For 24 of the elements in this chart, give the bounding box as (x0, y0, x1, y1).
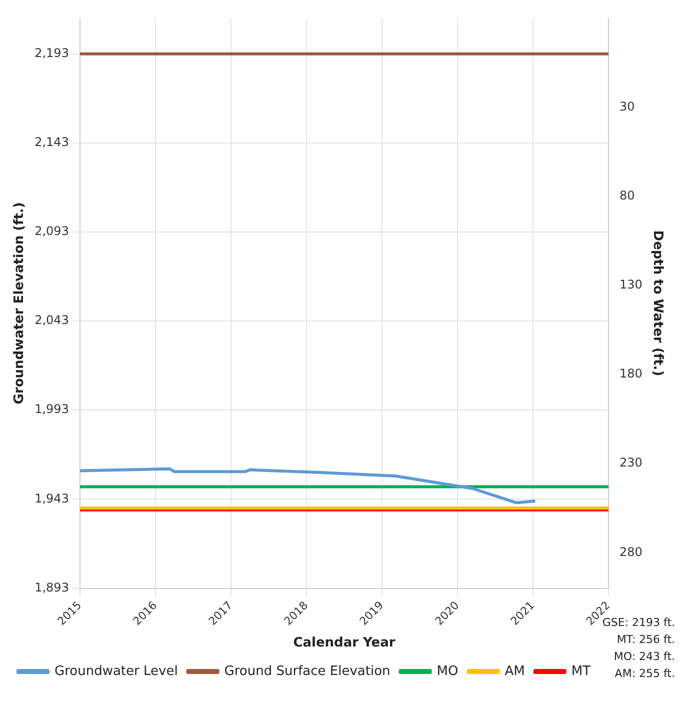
y2-tick-label: 80 (619, 188, 635, 202)
y2-tick-label: 30 (619, 99, 635, 114)
legend-label: Ground Surface Elevation (224, 664, 390, 679)
text: AM: 255 ft. (614, 666, 675, 682)
text: MO: 243 ft. (612, 649, 675, 665)
y-tick-label: 2,043 (34, 313, 69, 328)
y-tick-label: 2,193 (34, 46, 69, 60)
legend-label: AM (504, 664, 525, 679)
legend-label: Groundwater Level (54, 664, 178, 679)
text: MT: 256 ft. (616, 632, 675, 648)
y2-tick-label: 230 (619, 456, 642, 470)
legend-label: MT (571, 664, 591, 679)
y-tick-label: 1,943 (34, 491, 69, 506)
y2-tick-label: 280 (619, 544, 642, 559)
y-tick-label: 1,893 (34, 580, 69, 594)
legend-label: MO (436, 664, 458, 679)
y2-tick-label: 180 (619, 366, 642, 381)
y2-axis-title: Depth to Water (ft.) (650, 230, 665, 376)
y-tick-label: 2,093 (34, 224, 69, 238)
y2-tick-label: 130 (619, 278, 642, 292)
y-tick-label: 1,993 (34, 402, 69, 416)
y-tick-label: 2,143 (34, 135, 69, 150)
x-axis-title: Calendar Year (293, 636, 396, 651)
y-axis-title: Groundwater Elevation (ft.) (12, 202, 28, 404)
